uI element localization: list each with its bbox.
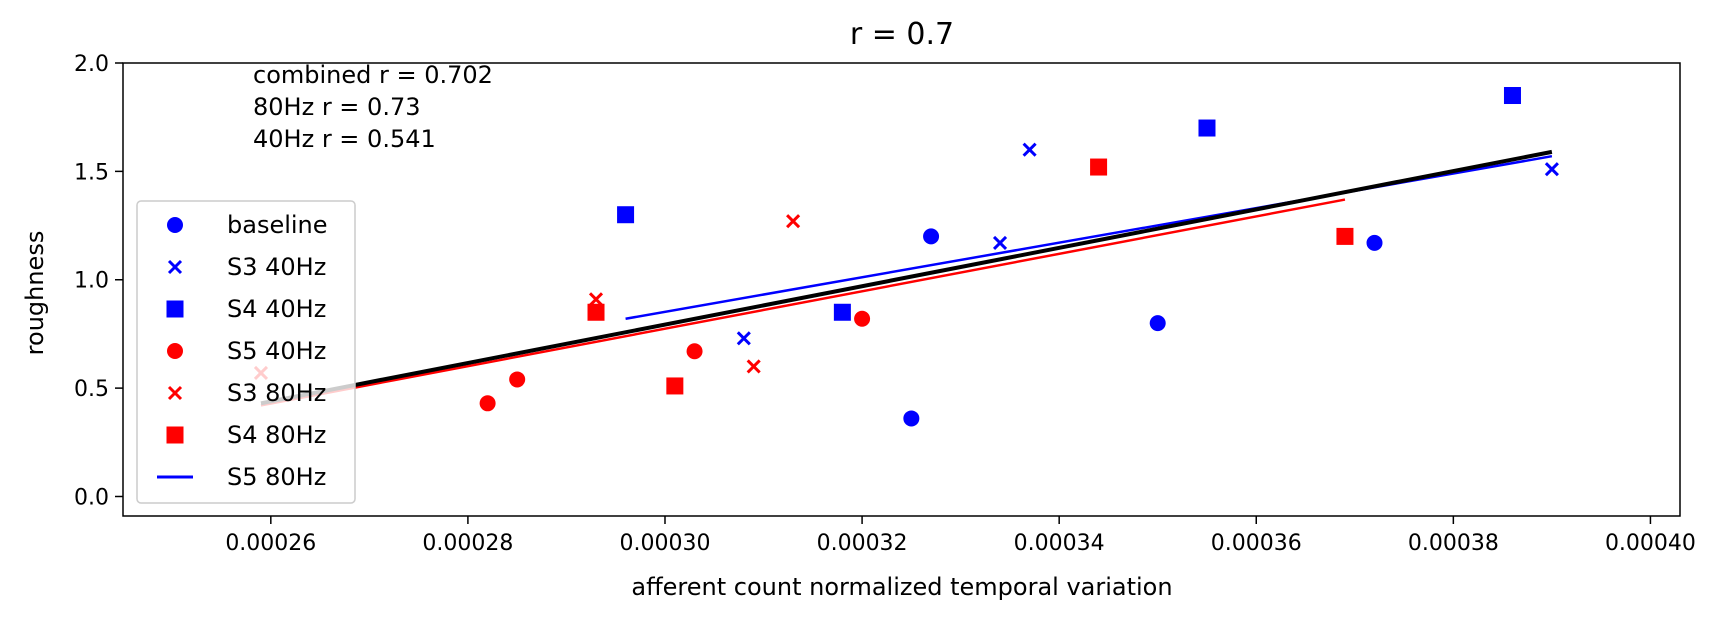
- point-s3-40hz: [736, 331, 751, 346]
- x-marker-stroke: [1544, 162, 1559, 177]
- x-marker-stroke: [746, 359, 761, 374]
- point-s4-80hz: [1090, 158, 1108, 176]
- x-tick-label: 0.00030: [620, 531, 711, 556]
- legend-label-s3-80hz: S3 80Hz: [227, 379, 326, 407]
- point-s5-40hz: [686, 343, 703, 360]
- point-s4-80hz: [587, 303, 605, 321]
- x-marker-stroke: [1022, 142, 1037, 157]
- y-tick-label: 0.5: [74, 377, 109, 402]
- legend-marker-s3-40hz: [167, 259, 183, 275]
- legend-marker-baseline: [167, 217, 183, 233]
- point-s5-40hz: [479, 395, 496, 412]
- plot-area: 0.00026 0.00028 0.00030 0.00032 0.00034 0.000…: [74, 52, 1696, 556]
- fit-line-2: [260, 149, 1553, 406]
- x-tick-label: 0.00032: [817, 531, 908, 556]
- x-marker-stroke: [167, 259, 183, 275]
- y-axis-label: roughness: [21, 231, 49, 356]
- x-marker-stroke: [736, 331, 751, 346]
- point-baseline: [1149, 315, 1166, 332]
- x-marker-stroke: [992, 235, 1008, 250]
- x-tick-label: 0.00038: [1408, 531, 1499, 556]
- legend: baseline S3 40Hz S4 40Hz S5 40Hz S3 80Hz S4 8…: [136, 200, 356, 504]
- y-tick-label: 1.0: [74, 269, 109, 294]
- legend-label-s4-40hz: S4 40Hz: [227, 295, 326, 323]
- chart-title: r = 0.7: [850, 17, 954, 52]
- point-s3-80hz: [588, 292, 604, 307]
- point-s4-40hz: [617, 206, 635, 224]
- legend-box: [136, 200, 356, 504]
- point-s4-80hz: [1336, 227, 1354, 245]
- fit-line-1: [260, 198, 1346, 407]
- point-s5-40hz: [854, 310, 871, 327]
- legend-marker-s5-40hz: [167, 343, 183, 359]
- legend-marker-s4-80hz: [166, 426, 184, 444]
- legend-label-s3-40hz: S3 40Hz: [227, 253, 326, 281]
- point-baseline: [903, 410, 920, 427]
- point-s3-80hz: [746, 359, 761, 374]
- point-s3-40hz: [1022, 142, 1037, 157]
- x-tick-label: 0.00040: [1605, 531, 1696, 556]
- axes-frame: [122, 62, 1681, 517]
- legend-marker-s4-40hz: [166, 300, 184, 318]
- point-baseline: [1366, 234, 1383, 251]
- point-s4-40hz: [1198, 119, 1216, 137]
- x-axis-label: afferent count normalized temporal varia…: [631, 573, 1172, 601]
- x-tick-label: 0.00028: [422, 531, 513, 556]
- point-s4-40hz: [1503, 87, 1521, 105]
- annotation-text: combined r = 0.702: [253, 61, 493, 89]
- point-s5-40hz: [509, 371, 526, 388]
- legend-label-baseline: baseline: [227, 211, 328, 239]
- y-tick-label: 2.0: [74, 52, 109, 77]
- point-s4-40hz: [833, 303, 851, 321]
- point-s4-80hz: [666, 377, 684, 395]
- x-marker-stroke: [167, 385, 183, 401]
- x-tick-label: 0.00034: [1014, 531, 1105, 556]
- point-baseline: [923, 228, 940, 245]
- point-s3-40hz: [992, 235, 1008, 250]
- point-s3-40hz: [1544, 162, 1559, 177]
- y-tick-label: 0.0: [74, 485, 109, 510]
- x-marker-stroke: [786, 214, 801, 229]
- annotations: combined r = 0.702 80Hz r = 0.73 40Hz r = …: [253, 61, 493, 153]
- legend-label-s5-80hz: S5 80Hz: [227, 463, 326, 491]
- x-tick-label: 0.00036: [1211, 531, 1302, 556]
- legend-marker-s3-80hz: [167, 385, 183, 401]
- x-tick-label: 0.00026: [225, 531, 316, 556]
- annotation-text: 80Hz r = 0.73: [253, 93, 420, 121]
- legend-label-s5-40hz: S5 40Hz: [227, 337, 326, 365]
- y-tick-label: 1.5: [74, 160, 109, 185]
- point-s3-80hz: [786, 214, 801, 229]
- annotation-text: 40Hz r = 0.541: [253, 125, 436, 153]
- x-marker-stroke: [588, 292, 604, 307]
- legend-label-s4-80hz: S4 80Hz: [227, 421, 326, 449]
